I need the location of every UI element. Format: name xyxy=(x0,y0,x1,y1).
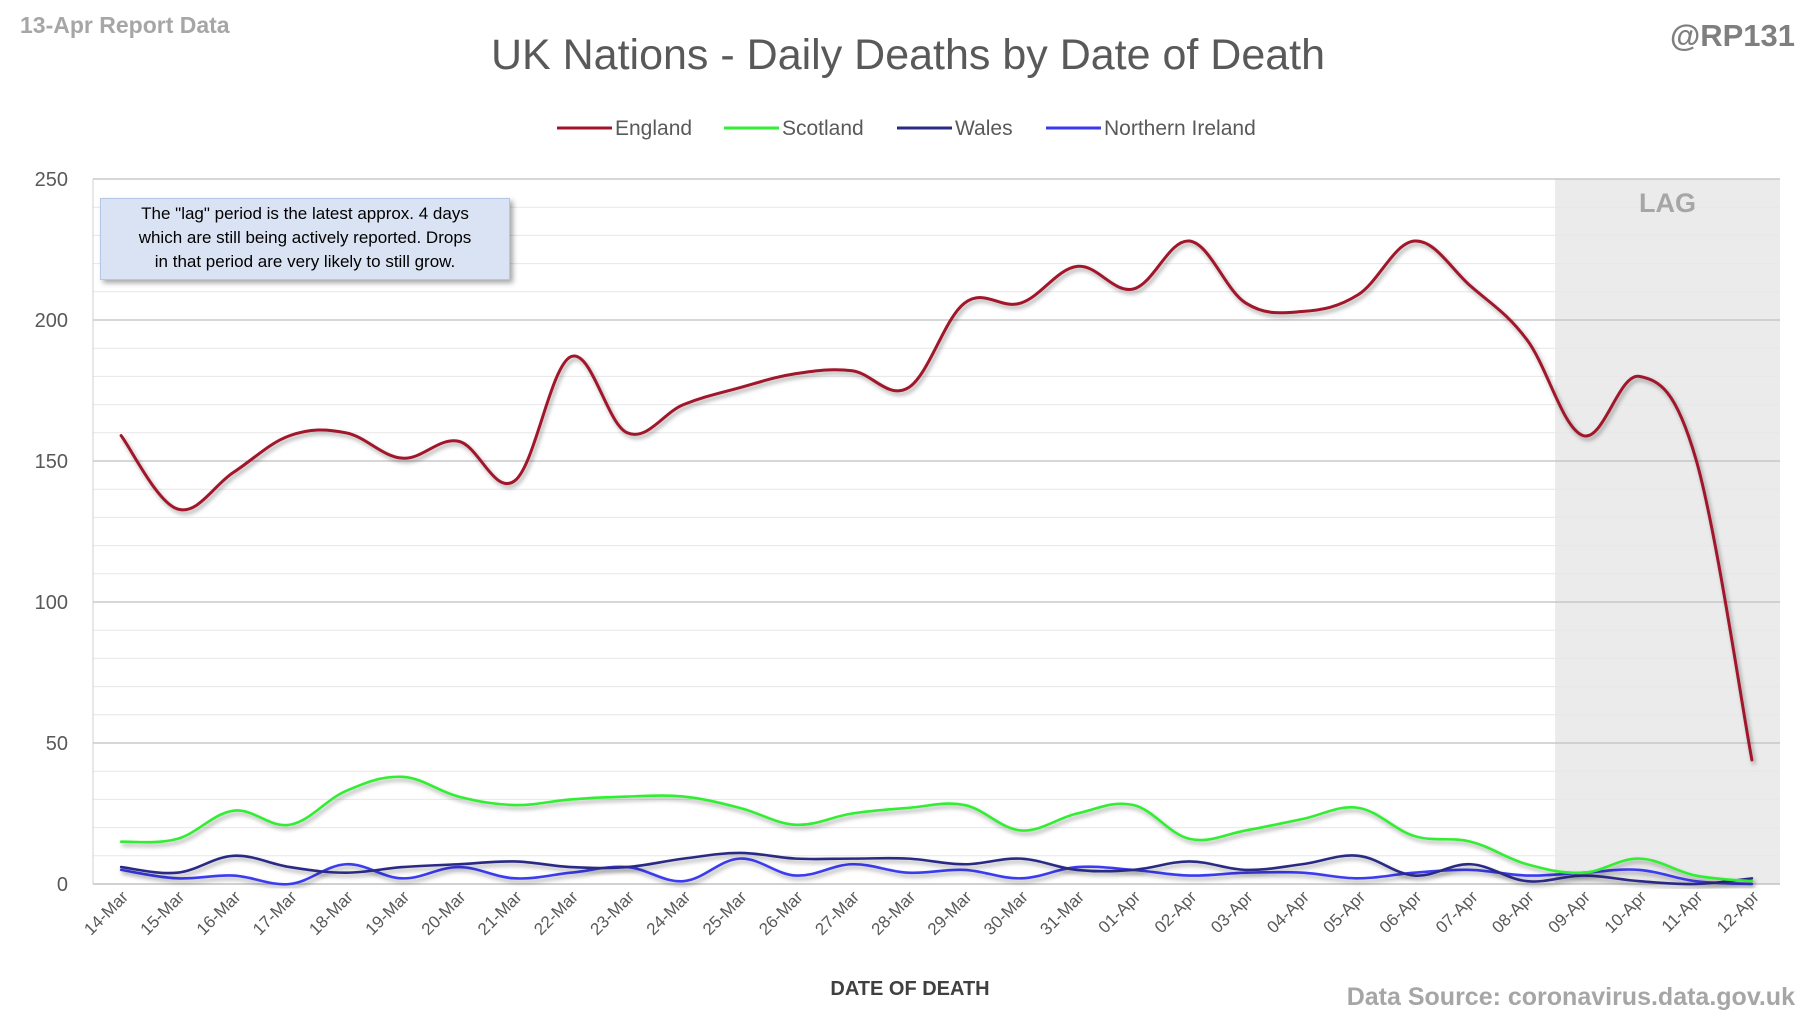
lag-period-shading xyxy=(1555,179,1780,884)
x-tick-label: 23-Mar xyxy=(587,887,639,939)
data-source-label: Data Source: coronavirus.data.gov.uk xyxy=(1346,983,1795,1011)
x-tick-label: 09-Apr xyxy=(1544,887,1594,937)
x-tick-label: 04-Apr xyxy=(1263,887,1313,937)
series-line-england xyxy=(119,239,1754,762)
author-handle: @RP131 xyxy=(1669,18,1795,53)
y-tick-label: 50 xyxy=(46,733,68,755)
x-tick-label: 31-Mar xyxy=(1036,887,1088,939)
x-tick-label: 19-Mar xyxy=(362,887,414,939)
legend-label-england: England xyxy=(615,117,692,140)
x-axis-title: DATE OF DEATH xyxy=(830,978,989,1000)
legend: England Scotland Wales Northern Ireland xyxy=(557,117,1256,140)
annotation-line-3: in that period are very likely to still … xyxy=(154,252,456,271)
x-tick-label: 03-Apr xyxy=(1207,887,1257,937)
x-tick-label: 06-Apr xyxy=(1376,887,1426,937)
legend-label-scotland: Scotland xyxy=(782,117,864,140)
x-tick-label: 07-Apr xyxy=(1432,887,1482,937)
x-tick-label: 14-Mar xyxy=(80,887,132,939)
annotation-line-1: The "lag" period is the latest approx. 4… xyxy=(141,204,469,223)
x-tick-label: 02-Apr xyxy=(1151,887,1201,937)
x-tick-label: 25-Mar xyxy=(699,887,751,939)
x-tick-label: 18-Mar xyxy=(305,887,357,939)
x-tick-label: 21-Mar xyxy=(474,887,526,939)
y-tick-label: 100 xyxy=(35,592,68,614)
lag-annotation-box: The "lag" period is the latest approx. 4… xyxy=(100,198,510,280)
x-tick-label: 28-Mar xyxy=(868,887,920,939)
annotation-line-2: which are still being actively reported.… xyxy=(138,228,472,247)
x-tick-label: 08-Apr xyxy=(1488,887,1538,937)
lag-label: LAG xyxy=(1639,188,1696,218)
y-tick-label: 150 xyxy=(35,451,68,473)
y-tick-label: 200 xyxy=(35,310,68,332)
x-tick-label: 20-Mar xyxy=(418,887,470,939)
x-tick-label: 05-Apr xyxy=(1320,887,1370,937)
x-tick-label: 15-Mar xyxy=(137,887,189,939)
x-tick-label: 01-Apr xyxy=(1095,887,1145,937)
series-line-wales xyxy=(119,851,1754,886)
x-tick-label: 27-Mar xyxy=(811,887,863,939)
legend-label-wales: Wales xyxy=(955,117,1013,140)
x-tick-label: 11-Apr xyxy=(1658,887,1707,936)
x-tick-label: 26-Mar xyxy=(755,887,807,939)
report-date-label: 13-Apr Report Data xyxy=(20,12,230,38)
y-tick-label: 250 xyxy=(35,169,68,191)
x-tick-label: 30-Mar xyxy=(980,887,1032,939)
x-tick-label: 29-Mar xyxy=(924,887,976,939)
x-tick-label: 16-Mar xyxy=(193,887,245,939)
series-line-northern-ireland xyxy=(119,857,1754,886)
x-tick-label: 17-Mar xyxy=(249,887,301,939)
series-line-scotland xyxy=(119,775,1754,883)
x-tick-label: 10-Apr xyxy=(1601,887,1651,937)
x-tick-label: 12-Apr xyxy=(1713,887,1763,937)
x-tick-label: 24-Mar xyxy=(643,887,695,939)
y-tick-label: 0 xyxy=(57,874,68,896)
legend-label-northern-ireland: Northern Ireland xyxy=(1104,117,1256,140)
chart-title: UK Nations - Daily Deaths by Date of Dea… xyxy=(491,31,1325,79)
x-tick-label: 22-Mar xyxy=(530,887,582,939)
